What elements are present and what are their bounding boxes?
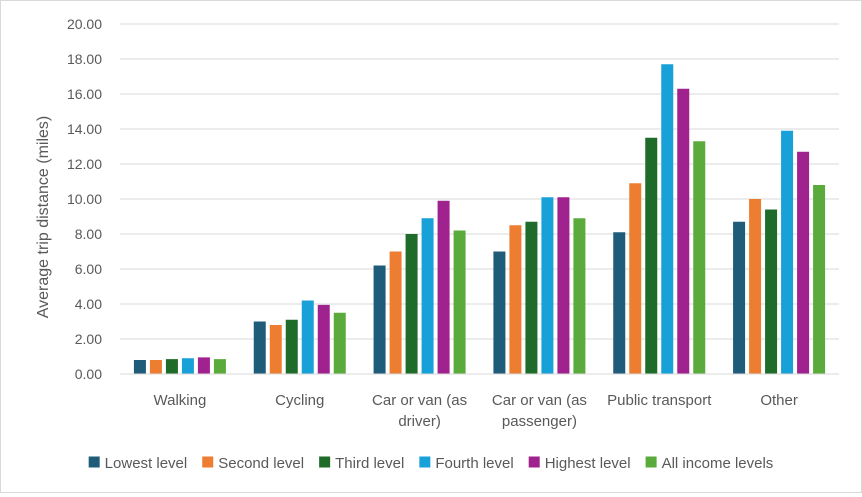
legend-item: Fourth level bbox=[419, 455, 514, 472]
y-axis-title: Average trip distance (miles) bbox=[35, 116, 52, 318]
bar bbox=[269, 325, 282, 374]
legend-swatch bbox=[88, 456, 100, 468]
bar bbox=[797, 151, 810, 374]
gridlines bbox=[120, 23, 839, 340]
y-tick-label: 4.00 bbox=[75, 296, 102, 312]
bar bbox=[509, 225, 522, 374]
category-label: Other bbox=[760, 392, 798, 409]
bar bbox=[645, 137, 658, 374]
bar bbox=[165, 359, 178, 374]
bar bbox=[493, 251, 506, 374]
bar bbox=[573, 218, 586, 374]
bar bbox=[613, 232, 626, 374]
bar bbox=[149, 360, 162, 374]
bar bbox=[285, 319, 298, 374]
legend-swatch bbox=[645, 456, 657, 468]
bar bbox=[197, 357, 210, 374]
legend: Lowest level Second level Third level Fourt… bbox=[88, 455, 774, 472]
bars bbox=[133, 64, 826, 374]
legend-swatch bbox=[319, 456, 331, 468]
bar bbox=[733, 221, 746, 374]
category-label: passenger) bbox=[502, 413, 577, 430]
bar bbox=[181, 358, 194, 374]
legend-swatch bbox=[419, 456, 431, 468]
bar bbox=[525, 221, 538, 374]
bar bbox=[813, 185, 826, 374]
bar bbox=[629, 183, 642, 374]
legend-swatch bbox=[528, 456, 540, 468]
y-tick-label: 12.00 bbox=[67, 156, 102, 172]
y-tick-label: 18.00 bbox=[67, 51, 102, 67]
bar bbox=[333, 312, 346, 374]
bar bbox=[301, 300, 314, 374]
legend-label: Highest level bbox=[545, 455, 631, 472]
bar bbox=[437, 200, 450, 374]
y-tick-label: 6.00 bbox=[75, 261, 102, 277]
legend-item: Second level bbox=[202, 455, 304, 472]
bar bbox=[677, 88, 690, 374]
bar bbox=[405, 234, 418, 374]
legend-label: Second level bbox=[218, 455, 304, 472]
legend-swatch bbox=[202, 456, 214, 468]
bar bbox=[421, 218, 434, 374]
legend-label: All income levels bbox=[662, 455, 774, 472]
bar bbox=[317, 304, 330, 374]
y-tick-label: 10.00 bbox=[67, 191, 102, 207]
y-tick-label: 8.00 bbox=[75, 226, 102, 242]
bar bbox=[541, 197, 554, 374]
y-tick-label: 0.00 bbox=[75, 366, 102, 382]
legend-label: Fourth level bbox=[435, 455, 513, 472]
category-label: Public transport bbox=[607, 392, 712, 409]
legend-item: All income levels bbox=[645, 455, 774, 472]
bar bbox=[765, 209, 778, 374]
y-tick-label: 16.00 bbox=[67, 86, 102, 102]
y-axis-ticks: 0.00 2.00 4.00 6.00 8.00 10.00 12.00 14.00 16.00… bbox=[67, 16, 102, 382]
bar bbox=[213, 359, 226, 374]
bar bbox=[389, 251, 402, 374]
bar bbox=[557, 197, 570, 374]
category-label: Car or van (as bbox=[492, 392, 587, 409]
legend-label: Third level bbox=[335, 455, 404, 472]
category-label: Walking bbox=[154, 392, 207, 409]
bar bbox=[133, 360, 146, 374]
bar bbox=[693, 141, 706, 374]
legend-item: Highest level bbox=[528, 455, 631, 472]
bar bbox=[749, 199, 762, 374]
y-tick-label: 2.00 bbox=[75, 331, 102, 347]
bar bbox=[453, 230, 466, 374]
bar bbox=[253, 321, 266, 374]
y-tick-label: 14.00 bbox=[67, 121, 102, 137]
category-label: Cycling bbox=[275, 392, 324, 409]
category-label: driver) bbox=[398, 413, 441, 430]
legend-item: Lowest level bbox=[88, 455, 188, 472]
category-label: Car or van (as bbox=[372, 392, 467, 409]
y-tick-label: 20.00 bbox=[67, 16, 102, 32]
legend-item: Third level bbox=[319, 455, 404, 472]
legend-label: Lowest level bbox=[105, 455, 188, 472]
bar bbox=[661, 64, 674, 374]
x-axis-categories: Walking Cycling Car or van (as driver) Car o… bbox=[154, 392, 798, 430]
bar bbox=[373, 265, 386, 374]
bar bbox=[781, 130, 794, 374]
